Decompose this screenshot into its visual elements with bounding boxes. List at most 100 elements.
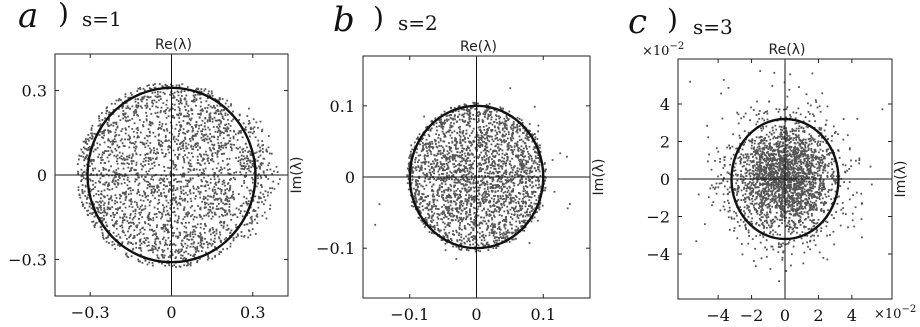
- data-point: [448, 114, 450, 117]
- data-point: [528, 211, 531, 214]
- data-point: [469, 195, 472, 198]
- data-point: [246, 186, 249, 189]
- data-point: [527, 167, 530, 170]
- data-point: [232, 214, 234, 217]
- data-point: [466, 112, 468, 115]
- data-point: [512, 127, 515, 130]
- data-point: [177, 94, 180, 97]
- data-point: [485, 193, 488, 195]
- data-point: [529, 205, 532, 207]
- data-point: [203, 125, 206, 128]
- data-point: [111, 206, 114, 208]
- data-point: [117, 115, 120, 118]
- data-point: [491, 190, 494, 193]
- data-point: [102, 218, 105, 221]
- data-point: [413, 195, 416, 198]
- data-point: [91, 180, 94, 182]
- data-point: [136, 106, 139, 109]
- data-point: [207, 212, 209, 215]
- data-point: [141, 175, 143, 178]
- data-point: [125, 116, 127, 119]
- data-point: [417, 165, 420, 167]
- data-point: [158, 201, 161, 204]
- data-point: [487, 208, 489, 211]
- data-point: [424, 168, 427, 170]
- data-point: [155, 216, 158, 219]
- data-point: [440, 145, 443, 147]
- data-point: [180, 102, 183, 105]
- data-point: [217, 109, 219, 111]
- data-point: [469, 209, 471, 212]
- data-point: [462, 138, 464, 141]
- data-point: [130, 198, 133, 201]
- data-point: [146, 216, 149, 219]
- data-point: [445, 118, 448, 121]
- data-point: [490, 189, 493, 192]
- data-point: [509, 194, 512, 196]
- data-point: [146, 173, 149, 175]
- data-point: [434, 117, 437, 120]
- data-point: [511, 238, 514, 241]
- data-point: [160, 106, 163, 109]
- data-point: [103, 130, 105, 133]
- data-point: [83, 158, 86, 161]
- data-point: [413, 141, 416, 144]
- data-point: [109, 197, 112, 200]
- data-point: [522, 153, 524, 155]
- data-point: [484, 109, 487, 112]
- data-point: [450, 196, 453, 199]
- data-point: [220, 200, 223, 203]
- data-point: [455, 178, 458, 181]
- data-point: [489, 148, 492, 151]
- data-point: [257, 126, 259, 129]
- data-point: [468, 189, 471, 192]
- data-point: [147, 160, 150, 162]
- data-point: [489, 187, 492, 189]
- data-point: [449, 170, 452, 173]
- data-point: [415, 190, 417, 193]
- data-point: [116, 220, 118, 222]
- data-point: [454, 195, 457, 198]
- data-point: [219, 132, 222, 134]
- data-point: [134, 208, 137, 211]
- data-point: [183, 257, 186, 259]
- data-point: [411, 169, 413, 171]
- data-point: [204, 184, 207, 187]
- data-point: [226, 198, 228, 201]
- reference-circle: [86, 86, 257, 264]
- data-point: [512, 207, 515, 209]
- data-point: [442, 152, 444, 155]
- data-point: [494, 195, 497, 197]
- data-point: [466, 145, 469, 148]
- data-point: [230, 146, 232, 148]
- data-point: [502, 237, 504, 239]
- data-point: [463, 112, 466, 115]
- data-point: [117, 107, 120, 110]
- data-point: [520, 158, 522, 161]
- data-point: [102, 151, 105, 154]
- data-point: [197, 162, 200, 164]
- data-point: [485, 190, 487, 193]
- data-point: [247, 200, 250, 203]
- data-point: [222, 137, 225, 140]
- data-point: [91, 167, 94, 170]
- data-point: [435, 145, 438, 148]
- data-point: [183, 264, 186, 267]
- data-point: [498, 239, 501, 242]
- data-point: [432, 195, 434, 198]
- data-point: [109, 153, 112, 156]
- data-point: [498, 187, 501, 190]
- data-point: [157, 247, 160, 250]
- data-point: [528, 180, 531, 182]
- data-point: [209, 228, 212, 231]
- data-point: [134, 98, 137, 101]
- data-point: [220, 141, 223, 144]
- data-point: [99, 204, 102, 207]
- data-point: [249, 131, 252, 134]
- data-point: [163, 244, 166, 247]
- data-point: [147, 219, 150, 221]
- data-point: [180, 192, 183, 195]
- data-point: [193, 135, 195, 137]
- data-point: [246, 223, 249, 226]
- data-point: [447, 188, 450, 191]
